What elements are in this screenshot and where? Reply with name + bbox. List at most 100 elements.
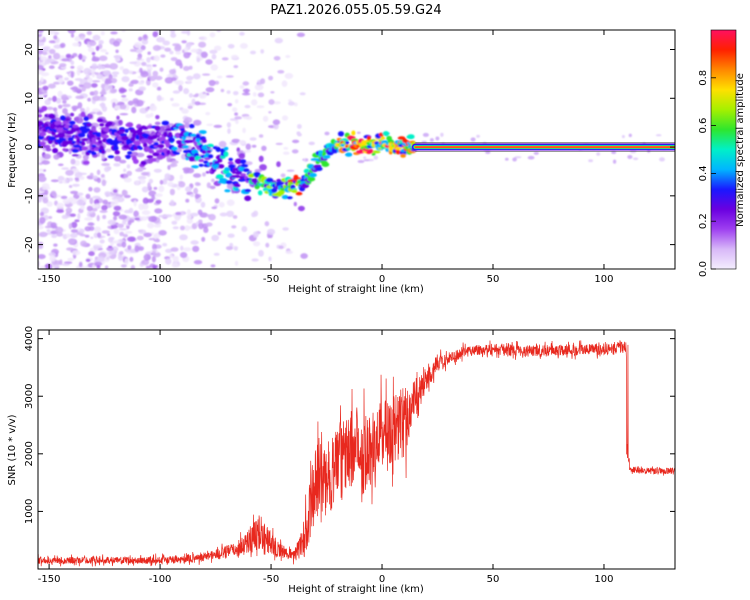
spectrogram-ridge-cell — [382, 131, 390, 137]
spectrogram-cell — [151, 194, 156, 201]
spectrogram-ridge-cell — [39, 131, 47, 137]
spectrogram-cell — [71, 154, 79, 157]
spectrogram-cell — [227, 103, 233, 107]
spectrogram-cell — [118, 119, 123, 126]
spectrogram-cell — [232, 215, 238, 219]
spectrogram-cell — [357, 159, 365, 164]
spectrogram-cell — [194, 101, 201, 106]
spectrogram-cell — [170, 199, 175, 206]
spectrogram-ridge-cell — [66, 134, 72, 138]
spectrogram-cell — [89, 172, 94, 177]
spectrogram-ridge-cell — [56, 124, 64, 129]
spectrogram-ridge-cell — [98, 140, 103, 144]
spectrogram-cell — [50, 179, 60, 183]
spectrogram-cell — [72, 42, 81, 47]
spectrogram-cell — [96, 169, 101, 176]
spectrogram-cell — [280, 173, 286, 178]
spectrogram-cell — [241, 226, 248, 233]
spectrogram-ridge-cell — [56, 127, 63, 134]
spectrogram-cell — [259, 164, 267, 171]
spectrogram-y-tick-label: -20 — [24, 236, 35, 252]
spectrogram-cell — [241, 92, 251, 96]
spectrogram-cell — [242, 88, 250, 93]
spectrogram-cell — [211, 178, 215, 183]
spectrogram-cell — [238, 140, 246, 145]
spectrogram-cell — [63, 261, 73, 265]
spectrogram-ridge-cell — [167, 131, 173, 138]
spectrogram-cell — [172, 43, 181, 47]
spectrogram-cell — [258, 155, 264, 162]
spectrogram-cell — [156, 158, 160, 163]
spectrogram-cell — [174, 214, 181, 222]
spectrogram-cell — [533, 151, 539, 155]
spectrogram-cell — [200, 201, 206, 208]
spectrogram-cell — [655, 134, 662, 137]
spectrogram-cell — [272, 119, 281, 125]
spectrogram-cell — [74, 219, 80, 223]
spectrogram-cell — [65, 54, 72, 58]
spectrogram-cell — [61, 263, 70, 266]
spectrogram-cell — [153, 55, 160, 62]
spectrogram-cell — [114, 198, 119, 205]
spectrogram-cell — [53, 44, 62, 49]
spectrogram-cell — [128, 70, 133, 75]
spectrogram-cell — [100, 174, 105, 178]
spectrogram-cell — [53, 193, 58, 198]
spectrogram-cell — [183, 52, 191, 59]
spectrogram-cell — [92, 264, 96, 269]
spectrogram-cell — [143, 253, 151, 261]
spectrogram-cell — [121, 76, 130, 83]
spectrogram-ridge-cell — [96, 137, 101, 141]
spectrogram-cell — [588, 159, 594, 163]
spectrogram-cell — [120, 264, 127, 268]
spectrogram-cell — [113, 205, 122, 211]
spectrogram-cell — [40, 77, 44, 83]
spectrogram-ridge-cell — [233, 183, 241, 188]
spectrogram-cell — [148, 190, 157, 197]
spectrogram-cell — [277, 70, 285, 74]
spectrogram-cell — [242, 116, 250, 120]
spectrogram-cell — [178, 84, 183, 92]
spectrogram-cell — [147, 222, 155, 229]
spectrogram-cell — [56, 97, 62, 104]
snr-y-tick-label: 2000 — [24, 441, 35, 466]
spectrogram-cell — [46, 58, 56, 63]
spectrogram-ridge-cell — [152, 152, 160, 157]
spectrogram-ridge-cell — [203, 160, 209, 164]
spectrogram-cell — [104, 191, 111, 197]
spectrogram-ridge-cell — [253, 178, 258, 183]
spectrogram-cell — [58, 180, 63, 184]
spectrogram-cell — [105, 52, 109, 55]
spectrogram-cell — [133, 200, 137, 207]
spectrogram-ridge-cell — [99, 145, 105, 151]
spectrogram-cell — [72, 107, 77, 112]
spectrogram-cell — [233, 65, 239, 69]
colorbar-tick-label: 0.2 — [698, 213, 709, 229]
spectrogram-cell — [38, 155, 42, 162]
spectrogram-ridge-cell — [163, 131, 168, 137]
spectrogram-cell — [95, 45, 100, 51]
spectrogram-cell — [58, 104, 63, 109]
spectrogram-cell — [205, 59, 213, 65]
spectrogram-cell — [147, 182, 151, 189]
spectrogram-x-tick-label: 50 — [487, 274, 500, 285]
spectrogram-ridge-cell — [228, 164, 236, 168]
spectrogram-ridge-cell — [172, 151, 180, 155]
spectrogram-cell — [101, 162, 110, 167]
spectrogram-cell — [264, 221, 270, 227]
snr-x-tick-label: -50 — [263, 574, 279, 585]
spectrogram-cell — [268, 99, 275, 105]
spectrogram-ridge-cell — [39, 141, 46, 146]
spectrogram-cell — [101, 230, 110, 234]
spectrogram-ridge-cell — [158, 149, 164, 153]
spectrogram-cell — [121, 241, 127, 248]
spectrogram-cell — [75, 116, 80, 123]
spectrogram-cell — [93, 187, 101, 193]
spectrogram-frame — [37, 29, 676, 270]
spectrogram-cell — [38, 34, 42, 37]
spectrogram-cell — [171, 103, 180, 107]
spectrogram-cell — [149, 104, 157, 112]
spectrogram-cell — [44, 189, 49, 196]
spectrogram-cell — [65, 169, 74, 176]
spectrogram-ridge-cell — [91, 144, 97, 148]
